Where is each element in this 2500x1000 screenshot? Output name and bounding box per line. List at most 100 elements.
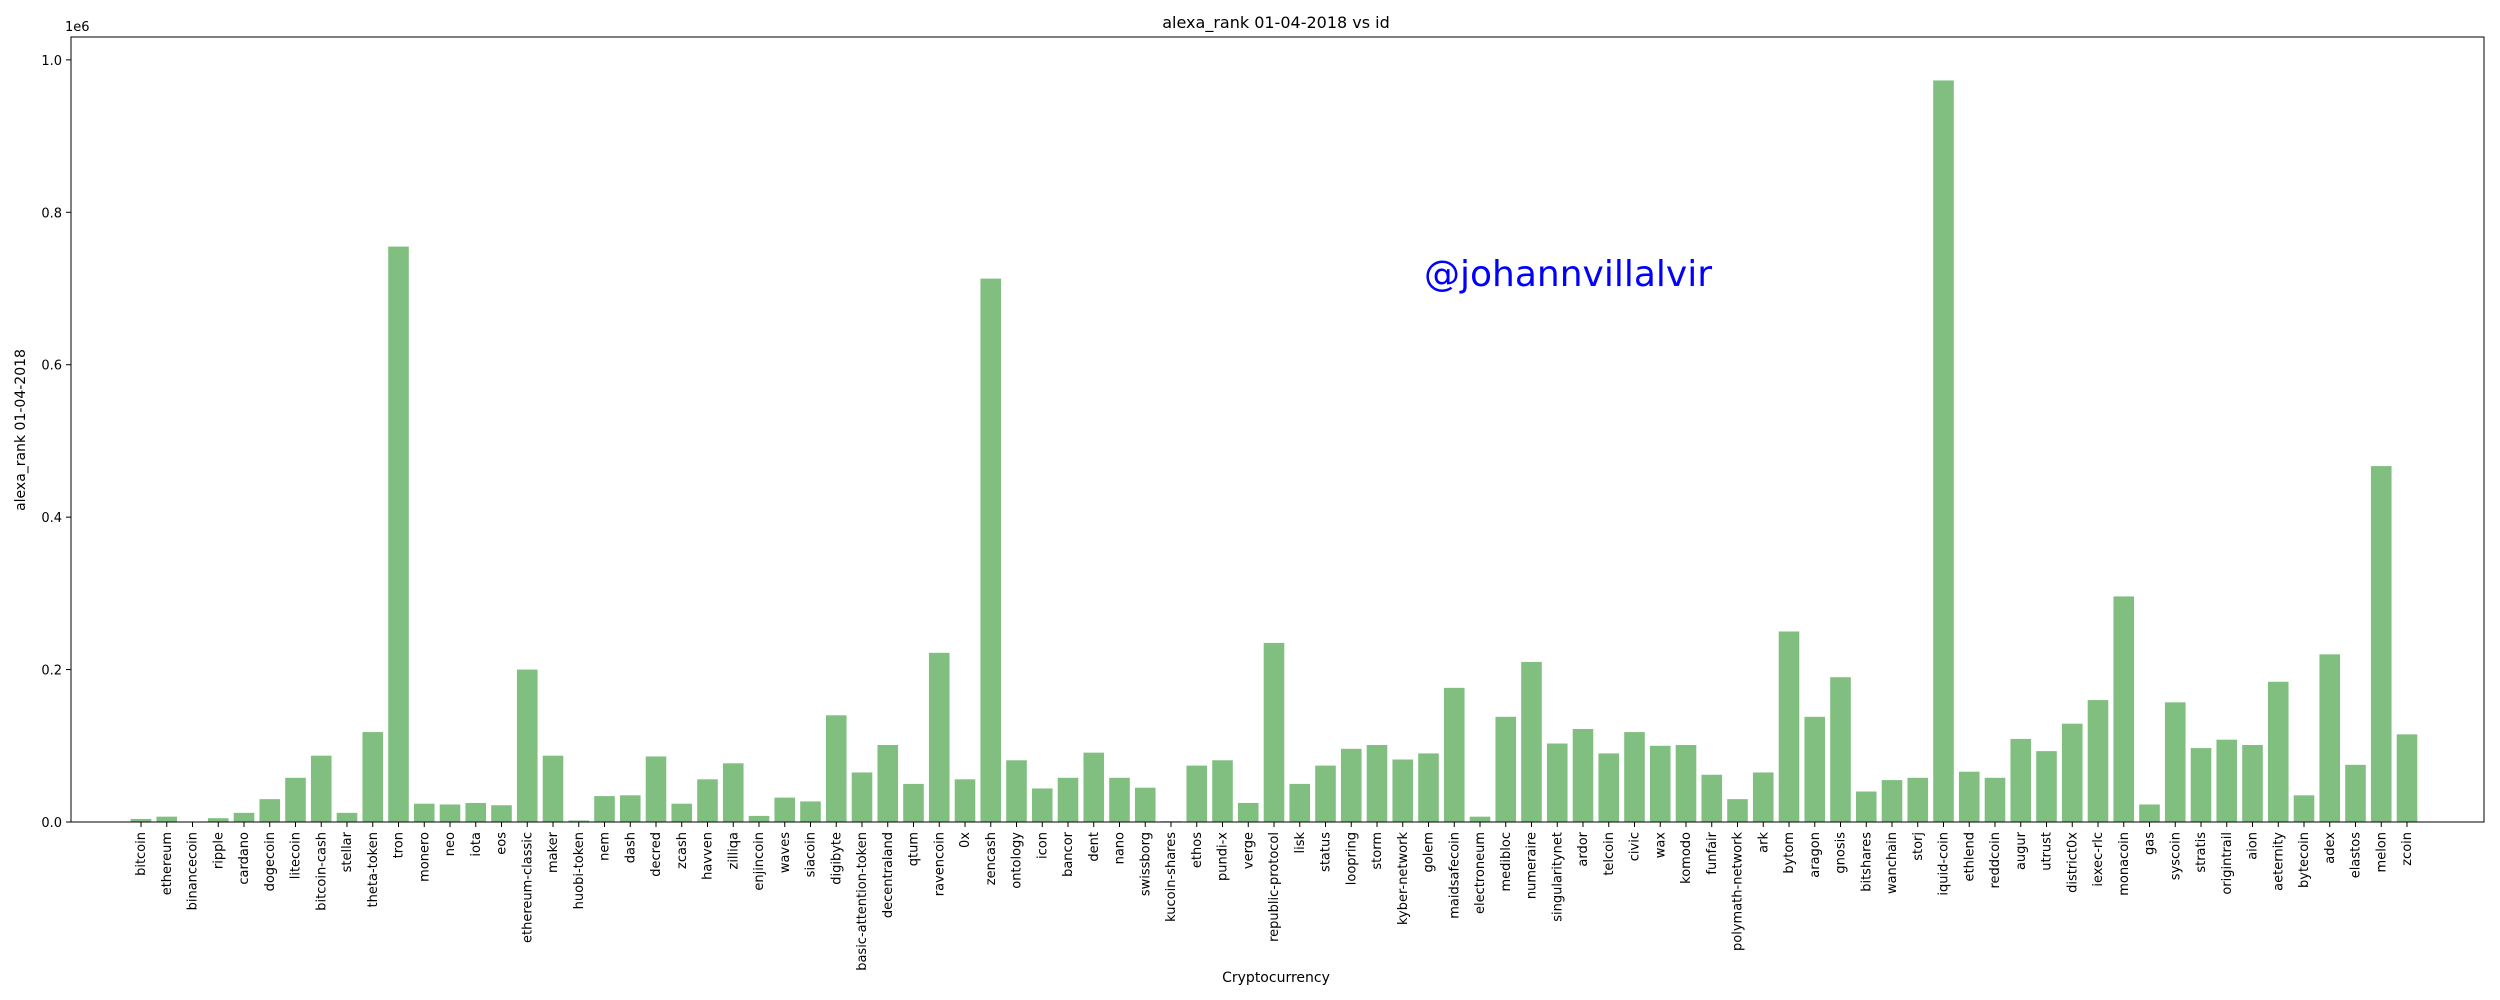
- x-tick-label: singularitynet: [1550, 832, 1565, 922]
- bar-golem: [1418, 753, 1439, 822]
- x-tick-label: kucoin-shares: [1164, 832, 1179, 922]
- x-tick-label: ripple: [211, 832, 226, 869]
- x-tick-label: bytom: [1782, 832, 1797, 874]
- x-tick-label: adex: [2323, 832, 2338, 864]
- bar-lisk: [1289, 783, 1311, 822]
- y-tick-label: 1.0: [41, 54, 62, 69]
- bar-huobi-token: [568, 820, 590, 822]
- bar-bitcoin: [130, 818, 152, 822]
- x-tick-label: district0x: [2065, 832, 2080, 893]
- bar-verge: [1237, 802, 1259, 822]
- bar-ravencoin: [928, 652, 950, 822]
- x-tick-label: litecoin: [289, 832, 304, 879]
- x-tick-label: tron: [392, 832, 407, 858]
- x-tick-label: maidsafecoin: [1447, 832, 1462, 919]
- bar-origintrail: [2216, 739, 2238, 822]
- x-tick-label: bancor: [1061, 831, 1076, 877]
- bar-swissborg: [1134, 787, 1156, 822]
- bar-pundi-x: [1212, 760, 1233, 822]
- x-tick-label: ethereum-classic: [520, 832, 535, 943]
- x-tick-label: binancecoin: [186, 832, 201, 910]
- x-tick-label: storm: [1370, 832, 1385, 870]
- bar-civic: [1624, 732, 1645, 822]
- x-tick-label: digibyte: [829, 832, 844, 885]
- x-tick-label: iota: [469, 832, 484, 857]
- bar-storm: [1366, 745, 1388, 822]
- x-tick-label: civic: [1628, 832, 1643, 861]
- x-tick-label: loopring: [1344, 832, 1359, 885]
- x-tick-label: decred: [649, 832, 664, 877]
- x-tick-label: ark: [1756, 832, 1771, 853]
- bar-dent: [1083, 752, 1105, 822]
- bar-litecoin: [285, 777, 306, 822]
- x-tick-label: pundi-x: [1216, 832, 1231, 881]
- bar-eos: [491, 805, 512, 822]
- x-tick-label: ravencoin: [932, 832, 947, 896]
- bar-iquid-coin: [1933, 80, 1954, 822]
- bar-storj: [1907, 777, 1929, 822]
- x-tick-label: waves: [778, 832, 793, 873]
- x-tick-label: qtum: [907, 832, 922, 866]
- bar-melon: [2370, 466, 2392, 822]
- x-tick-label: decentraland: [881, 832, 896, 918]
- x-axis-label: Cryptocurrency: [1222, 970, 1330, 986]
- x-tick-label: storj: [1911, 832, 1926, 861]
- bar-havven: [697, 779, 718, 822]
- bar-basic-attention-token: [851, 772, 873, 822]
- x-tick-label: funfair: [1705, 831, 1720, 874]
- y-tick-label: 0.4: [41, 511, 62, 526]
- bar-iota: [465, 802, 487, 822]
- bar-tron: [388, 246, 409, 823]
- bar-decentraland: [877, 745, 899, 822]
- x-tick-label: wanchain: [1885, 832, 1900, 894]
- bar-bytecoin: [2293, 795, 2315, 822]
- x-tick-label: wax: [1653, 832, 1668, 859]
- x-tick-label: dogecoin: [263, 832, 278, 891]
- x-tick-label: ethlend: [1962, 832, 1977, 881]
- x-tick-label: cardano: [237, 832, 252, 885]
- bar-wax: [1649, 745, 1671, 822]
- x-tick-label: nem: [598, 832, 613, 861]
- bar-reddcoin: [1984, 777, 2006, 822]
- bar-0x: [954, 779, 976, 822]
- x-tick-label: swissborg: [1138, 832, 1153, 896]
- bar-wanchain: [1881, 780, 1903, 822]
- x-tick-label: monacoin: [2117, 832, 2132, 896]
- x-tick-label: stratis: [2194, 832, 2209, 873]
- bar-monacoin: [2113, 596, 2135, 822]
- x-tick-label: elastos: [2349, 832, 2364, 878]
- x-tick-label: neo: [443, 832, 458, 856]
- x-tick-label: melon: [2374, 832, 2389, 872]
- x-tick-label: bytecoin: [2297, 832, 2312, 888]
- x-tick-label: zilliqa: [726, 832, 741, 870]
- x-tick-label: theta-token: [366, 832, 381, 907]
- bar-polymath-network: [1727, 799, 1748, 822]
- bar-aeternity: [2267, 681, 2289, 822]
- x-tick-label: aeternity: [2271, 832, 2286, 891]
- x-tick-label: 0x: [958, 832, 973, 848]
- bar-bancor: [1057, 777, 1079, 822]
- x-tick-label: havven: [701, 832, 716, 880]
- x-tick-label: huobi-token: [572, 832, 587, 909]
- bar-stellar: [336, 812, 358, 822]
- bar-status: [1315, 765, 1336, 822]
- x-tick-label: ethos: [1190, 832, 1205, 868]
- x-tick-label: kyber-network: [1396, 832, 1411, 925]
- x-tick-label: reddcoin: [1988, 832, 2003, 889]
- bar-dash: [619, 795, 641, 822]
- bar-monero: [413, 803, 435, 822]
- bar-qtum: [903, 783, 924, 822]
- bar-ethos: [1186, 765, 1208, 822]
- bar-adex: [2319, 654, 2341, 822]
- watermark-text: @johannvillalvir: [1424, 254, 1712, 295]
- x-tick-label: basic-attention-token: [855, 832, 870, 971]
- bar-augur: [2010, 738, 2032, 822]
- bar-stratis: [2190, 748, 2212, 822]
- bar-loopring: [1340, 748, 1362, 822]
- x-tick-label: maker: [546, 831, 561, 873]
- x-tick-label: bitcoin-cash: [314, 832, 329, 911]
- x-axis-ticks: bitcoin ethereum binancecoin ripple cardano d…: [134, 822, 2415, 971]
- x-tick-label: enjincoin: [752, 832, 767, 891]
- x-tick-label: republic-protocol: [1267, 832, 1282, 942]
- bar-ethereum: [156, 816, 178, 822]
